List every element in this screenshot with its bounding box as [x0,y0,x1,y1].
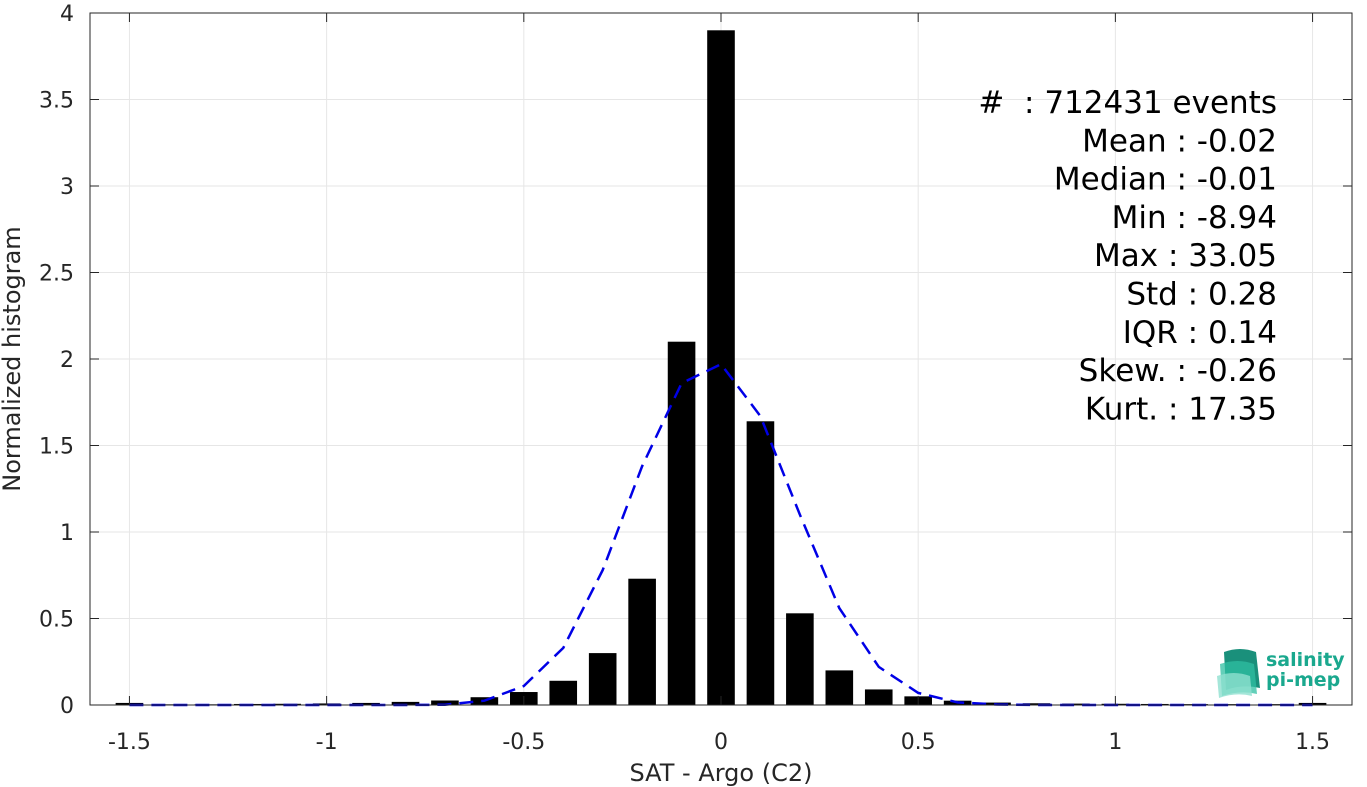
y-tick-label: 4 [60,2,74,27]
y-tick-label: 1 [60,521,74,546]
histogram-bar [825,670,854,705]
x-tick-label: -1.5 [108,730,151,755]
stat-line: Median : -0.01 [1054,162,1277,198]
histogram-bar [628,578,656,705]
stat-line: Std : 0.28 [1126,277,1277,313]
salinity-pi-mep-logo: salinity pi-mep [1217,649,1345,698]
y-tick-labels: 0 0.5 1 1.5 2 2.5 3 3.5 4 [39,2,74,719]
wave-layers-icon [1217,649,1260,698]
x-tick-label: 1 [1108,730,1122,755]
histogram-bar [431,700,459,705]
stat-line: Kurt. : 17.35 [1085,391,1277,427]
histogram-bar [391,701,420,705]
histogram-bar [746,421,775,705]
x-tick-label: 0.5 [901,730,936,755]
y-tick-label: 0 [60,694,74,719]
axis-ticks [90,12,1352,706]
x-tick-label: 0 [714,730,728,755]
y-tick-label: 2.5 [39,262,74,287]
y-axis-label: Normalized histogram [0,226,26,491]
stat-line: IQR : 0.14 [1123,315,1277,351]
logo-line-1: salinity [1266,649,1345,671]
y-tick-label: 0.5 [39,608,74,633]
stat-line: Skew. : -0.26 [1079,353,1277,389]
x-axis-label: SAT - Argo (C2) [630,759,813,787]
stat-line: Min : -8.94 [1112,200,1277,236]
histogram-bar [786,613,814,705]
histogram-bar [667,341,696,705]
histogram-bar [549,680,578,705]
stat-line: Max : 33.05 [1094,238,1277,274]
y-tick-label: 1.5 [39,435,74,460]
y-tick-label: 3 [60,175,74,200]
histogram-bar [1022,703,1051,705]
x-tick-label: -1 [316,730,338,755]
y-tick-label: 3.5 [39,89,74,114]
x-tick-label: -0.5 [502,730,545,755]
histogram-bar [352,702,380,705]
x-tick-label: 1.5 [1295,730,1330,755]
x-tick-labels: -1.5 -1 -0.5 0 0.5 1 1.5 [108,730,1330,755]
stat-line: Mean : -0.02 [1082,123,1277,159]
stat-line: # : 712431 events [978,85,1277,121]
logo-line-2: pi-mep [1266,669,1340,691]
histogram-bar [1062,703,1090,705]
histogram-bar [864,689,893,705]
histogram-bar [588,653,617,705]
y-tick-label: 2 [60,348,74,373]
